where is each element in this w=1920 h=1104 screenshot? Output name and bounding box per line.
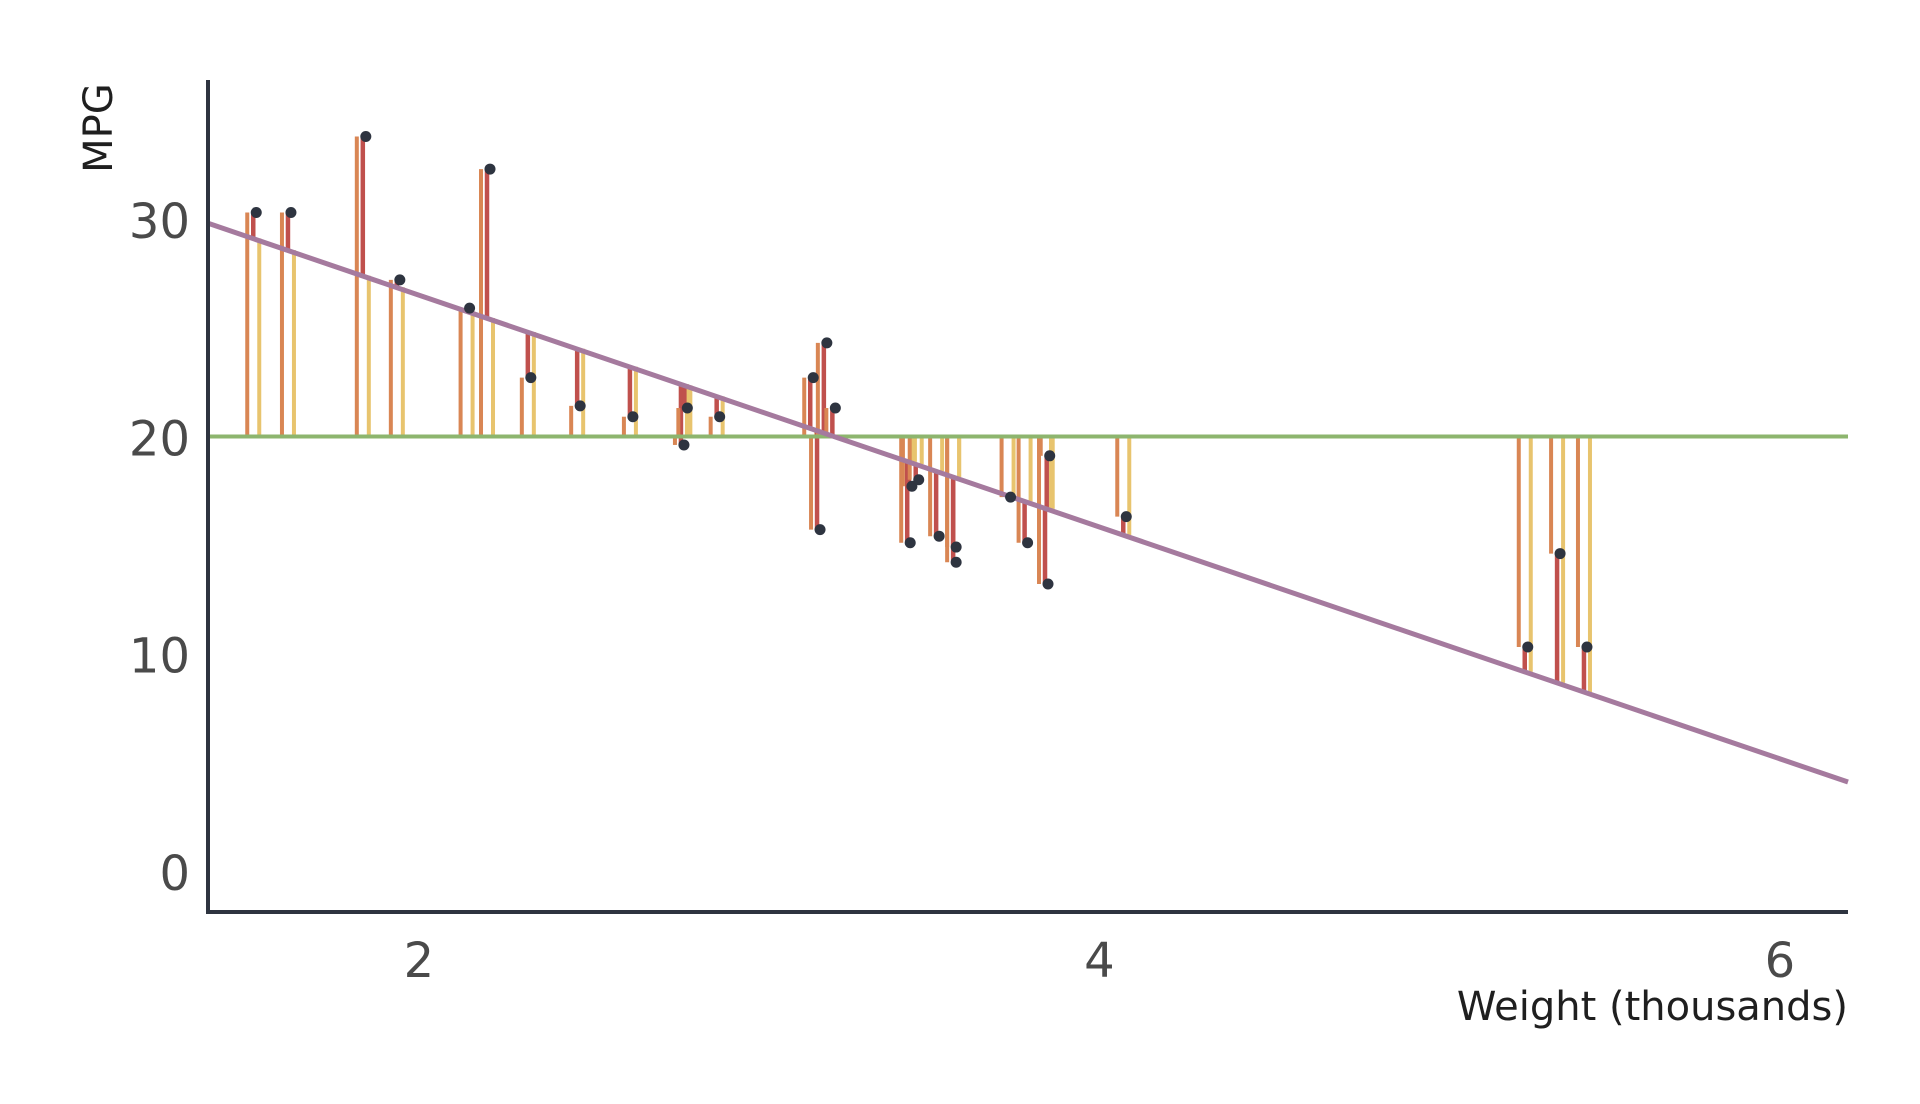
data-point-29 bbox=[1581, 641, 1593, 653]
x-axis-title: Weight (thousands) bbox=[1457, 984, 1848, 1030]
y-tick-label-2: 20 bbox=[129, 411, 190, 467]
x-tick-label-0: 2 bbox=[404, 933, 435, 989]
data-point-13 bbox=[814, 524, 826, 536]
y-tick-label-0: 0 bbox=[159, 846, 190, 902]
data-point-25 bbox=[1044, 450, 1056, 462]
data-point-22 bbox=[1005, 491, 1017, 503]
data-point-24 bbox=[1042, 578, 1054, 590]
data-point-21 bbox=[950, 541, 962, 553]
y-tick-label-1: 10 bbox=[129, 629, 190, 685]
residual-segments bbox=[245, 136, 1592, 693]
x-tick-labels: 2 4 6 bbox=[404, 933, 1796, 989]
data-point-6 bbox=[525, 372, 537, 384]
data-point-8 bbox=[627, 411, 639, 423]
data-point-23 bbox=[1022, 537, 1034, 549]
data-point-27 bbox=[1522, 641, 1534, 653]
data-point-7 bbox=[574, 400, 586, 412]
y-tick-label-3: 30 bbox=[129, 194, 190, 250]
data-point-5 bbox=[484, 163, 496, 175]
data-point-12 bbox=[807, 372, 819, 384]
regression-line bbox=[206, 220, 1849, 785]
data-points bbox=[250, 130, 1593, 653]
data-point-18 bbox=[913, 474, 925, 486]
data-point-26 bbox=[1120, 511, 1132, 523]
data-point-0 bbox=[250, 207, 262, 219]
x-tick-label-1: 4 bbox=[1084, 933, 1115, 989]
data-point-1 bbox=[285, 207, 297, 219]
data-point-19 bbox=[933, 530, 945, 542]
data-point-15 bbox=[829, 402, 841, 414]
data-point-9 bbox=[678, 439, 690, 451]
y-tick-labels: 0 10 20 30 bbox=[129, 194, 190, 902]
y-axis-title: MPG bbox=[76, 83, 122, 173]
data-point-28 bbox=[1554, 548, 1566, 560]
data-point-10 bbox=[681, 402, 693, 414]
data-point-20 bbox=[950, 556, 962, 568]
data-point-11 bbox=[714, 411, 726, 423]
x-tick-label-2: 6 bbox=[1765, 933, 1796, 989]
data-point-16 bbox=[904, 537, 916, 549]
data-point-14 bbox=[821, 337, 833, 349]
data-point-17 bbox=[906, 480, 918, 492]
data-point-4 bbox=[464, 302, 476, 314]
data-point-3 bbox=[394, 274, 406, 286]
data-point-2 bbox=[360, 130, 372, 142]
